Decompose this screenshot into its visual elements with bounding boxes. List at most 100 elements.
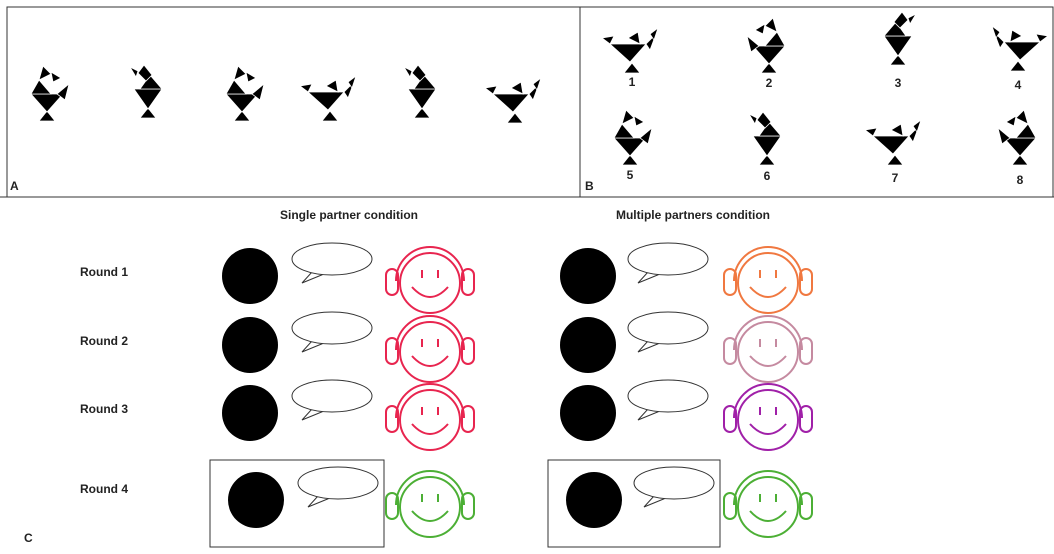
tangram-piece <box>1010 30 1022 42</box>
tangram-figure <box>998 110 1036 165</box>
tangram-piece <box>51 72 61 82</box>
tangram-piece <box>226 80 246 94</box>
tangram-piece <box>246 72 256 82</box>
tangram-figure <box>485 78 541 123</box>
tangram-piece <box>130 67 138 77</box>
partner-icon <box>386 316 474 382</box>
panel-label: B <box>585 179 594 193</box>
participant <box>560 317 616 373</box>
tangram-figure <box>300 76 356 121</box>
tangram-piece <box>1016 110 1028 124</box>
tangram-piece <box>753 46 785 64</box>
tangram-piece <box>322 111 338 121</box>
tangram-piece <box>992 26 1000 38</box>
face <box>738 322 798 382</box>
tangram-piece <box>404 67 412 77</box>
round-label: Round 2 <box>80 334 128 348</box>
item-number: 4 <box>1015 78 1022 92</box>
tangram-piece <box>234 66 246 80</box>
tangram-piece <box>873 136 909 154</box>
item-number: 3 <box>895 76 902 90</box>
tangram-piece <box>134 89 162 109</box>
tangram-figure <box>865 120 921 165</box>
tangram-piece <box>614 138 646 156</box>
partner-icon <box>724 384 812 450</box>
tangram-piece <box>765 18 777 32</box>
face <box>400 390 460 450</box>
tangram-piece <box>1004 138 1036 156</box>
tangram-piece <box>634 116 644 126</box>
item-number: 6 <box>764 169 771 183</box>
tangram-piece <box>326 80 338 92</box>
tangram-piece <box>485 86 497 94</box>
face <box>738 253 798 313</box>
tangram-piece <box>1004 42 1040 60</box>
tangram-piece <box>891 124 903 136</box>
tangram-piece <box>610 44 646 62</box>
tangram-piece <box>1036 34 1048 42</box>
tangram-piece <box>348 76 356 88</box>
tangram-figure <box>992 26 1048 71</box>
tangram-piece <box>622 110 634 124</box>
tangram-piece <box>300 84 312 92</box>
tangram-piece <box>908 14 916 24</box>
tangram-piece <box>408 89 436 109</box>
tangram-piece <box>755 24 765 34</box>
figure: A B C Single partner condition Multiple … <box>0 0 1054 554</box>
tangram-piece <box>749 114 757 124</box>
tangram-piece <box>31 94 63 112</box>
participant <box>222 317 278 373</box>
speech-bubble <box>628 380 708 412</box>
partner-icon <box>724 471 812 537</box>
face <box>400 322 460 382</box>
tangram-piece <box>533 78 541 90</box>
speech-bubble <box>292 380 372 412</box>
speech-bubble <box>628 243 708 275</box>
participant <box>222 385 278 441</box>
speech-bubble <box>292 243 372 275</box>
tangram-piece <box>865 128 877 136</box>
tangram-figure <box>749 112 781 165</box>
speech-bubble <box>298 467 378 499</box>
speech-bubble <box>628 312 708 344</box>
item-number: 1 <box>629 75 636 89</box>
tangram-piece <box>1016 124 1036 138</box>
tangram-piece <box>624 63 640 73</box>
panel-label: C <box>24 531 33 545</box>
participant <box>566 472 622 528</box>
tangram-figure <box>747 18 785 73</box>
tangram-piece <box>39 66 51 80</box>
panel-a-frame <box>7 7 580 197</box>
tangram-piece <box>884 36 912 56</box>
round-label: Round 3 <box>80 402 128 416</box>
tangram-piece <box>887 155 903 165</box>
round-label: Round 4 <box>80 482 128 496</box>
tangram-figure <box>130 65 162 118</box>
face <box>400 477 460 537</box>
speech-bubble <box>292 312 372 344</box>
condition-title: Single partner condition <box>280 208 418 222</box>
tangram-figure <box>884 12 916 65</box>
tangram-figure <box>602 28 658 73</box>
item-number: 5 <box>627 168 634 182</box>
participant <box>560 385 616 441</box>
partner-icon <box>386 471 474 537</box>
condition-title: Multiple partners condition <box>616 208 770 222</box>
tangram-piece <box>913 120 921 132</box>
face <box>738 390 798 450</box>
partner-icon <box>386 384 474 450</box>
speech-bubble <box>634 467 714 499</box>
tangram-piece <box>1010 61 1026 71</box>
tangram-piece <box>628 32 640 44</box>
tangram-piece <box>1006 116 1016 126</box>
face <box>400 253 460 313</box>
tangram-piece <box>602 36 614 44</box>
tangram-piece <box>31 80 51 94</box>
tangram-figure <box>614 110 652 165</box>
tangram-figure <box>31 66 69 121</box>
tangram-piece <box>511 82 523 94</box>
participant <box>228 472 284 528</box>
tangram-piece <box>765 32 785 46</box>
item-number: 7 <box>892 171 899 185</box>
tangram-piece <box>507 113 523 123</box>
